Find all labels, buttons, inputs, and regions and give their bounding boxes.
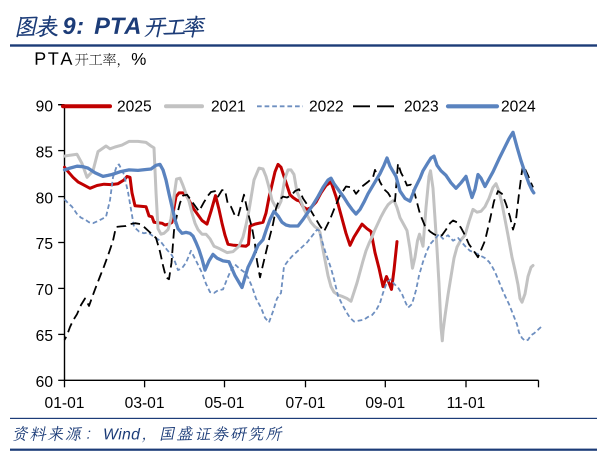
svg-text:11-01: 11-01 [447, 395, 486, 412]
svg-text:05-01: 05-01 [205, 395, 245, 412]
svg-text:80: 80 [36, 190, 54, 207]
svg-text:03-01: 03-01 [125, 395, 165, 412]
svg-text:2022: 2022 [309, 98, 344, 115]
svg-text:2024: 2024 [501, 98, 536, 115]
svg-text:70: 70 [36, 282, 54, 299]
svg-text:85: 85 [36, 144, 54, 161]
svg-text:09-01: 09-01 [365, 395, 405, 412]
svg-text:2023: 2023 [404, 98, 439, 115]
svg-text:07-01: 07-01 [286, 395, 326, 412]
svg-text:60: 60 [36, 374, 54, 391]
svg-text:01-01: 01-01 [45, 395, 85, 412]
svg-text:65: 65 [36, 328, 54, 345]
svg-text:2021: 2021 [211, 98, 246, 115]
svg-text:75: 75 [36, 236, 54, 253]
svg-text:90: 90 [36, 98, 54, 115]
svg-text:2025: 2025 [117, 98, 152, 115]
